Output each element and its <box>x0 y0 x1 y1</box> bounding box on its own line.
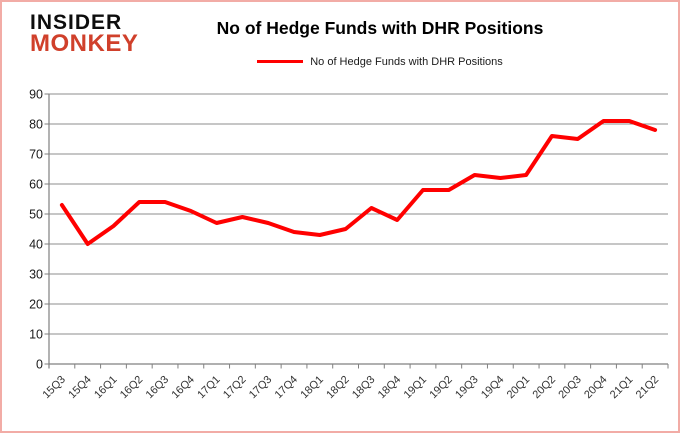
x-tick-label-21Q1: 21Q1 <box>608 374 636 402</box>
y-tick-label: 30 <box>29 268 43 282</box>
x-tick-label-16Q1: 16Q1 <box>92 374 120 402</box>
logo-line-insider: INSIDER <box>30 11 123 34</box>
legend-line-swatch <box>257 59 304 63</box>
x-tick-label-15Q3: 15Q3 <box>40 374 68 402</box>
x-tick-label-20Q3: 20Q3 <box>556 374 584 402</box>
y-tick-label: 70 <box>29 148 43 162</box>
y-tick-label: 20 <box>29 298 43 312</box>
x-tick-label-19Q4: 19Q4 <box>479 374 507 402</box>
legend-label: No of Hedge Funds with DHR Positions <box>310 56 503 69</box>
chart-title: No of Hedge Funds with DHR Positions <box>216 18 544 38</box>
x-tick-label-19Q2: 19Q2 <box>427 374 455 402</box>
y-tick-label: 40 <box>29 238 43 252</box>
x-tick-label-17Q4: 17Q4 <box>273 374 301 402</box>
x-tick-label-18Q1: 18Q1 <box>298 374 326 402</box>
x-tick-label-16Q3: 16Q3 <box>144 374 172 402</box>
x-tick-label-18Q2: 18Q2 <box>324 374 352 402</box>
y-tick-label: 60 <box>29 178 43 192</box>
y-tick-label: 0 <box>36 358 43 372</box>
x-tick-label-17Q1: 17Q1 <box>195 374 223 402</box>
y-tick-label: 80 <box>29 118 43 132</box>
x-tick-label-19Q1: 19Q1 <box>402 374 430 402</box>
chart-legend: No of Hedge Funds with DHR Positions <box>82 56 678 68</box>
logo-line-monkey: MONKEY <box>30 29 139 57</box>
x-tick-label-15Q4: 15Q4 <box>66 374 94 402</box>
x-tick-label-20Q4: 20Q4 <box>582 374 610 402</box>
insider-monkey-logo: INSIDER MONKEY <box>30 11 139 57</box>
x-tick-label-20Q1: 20Q1 <box>505 374 533 402</box>
x-tick-label-18Q3: 18Q3 <box>350 374 378 402</box>
x-tick-label-16Q2: 16Q2 <box>118 374 146 402</box>
y-tick-label: 50 <box>29 208 43 222</box>
x-tick-label-17Q3: 17Q3 <box>247 374 275 402</box>
x-tick-label-17Q2: 17Q2 <box>221 374 249 402</box>
x-tick-label-16Q4: 16Q4 <box>169 374 197 402</box>
x-tick-label-20Q2: 20Q2 <box>531 374 559 402</box>
x-tick-label-19Q3: 19Q3 <box>453 374 481 402</box>
x-tick-label-18Q4: 18Q4 <box>376 374 404 402</box>
x-tick-label-21Q2: 21Q2 <box>634 374 662 402</box>
y-tick-label: 90 <box>29 88 43 102</box>
y-tick-label: 10 <box>29 328 43 342</box>
series-line-dhr-positions <box>59 119 658 246</box>
